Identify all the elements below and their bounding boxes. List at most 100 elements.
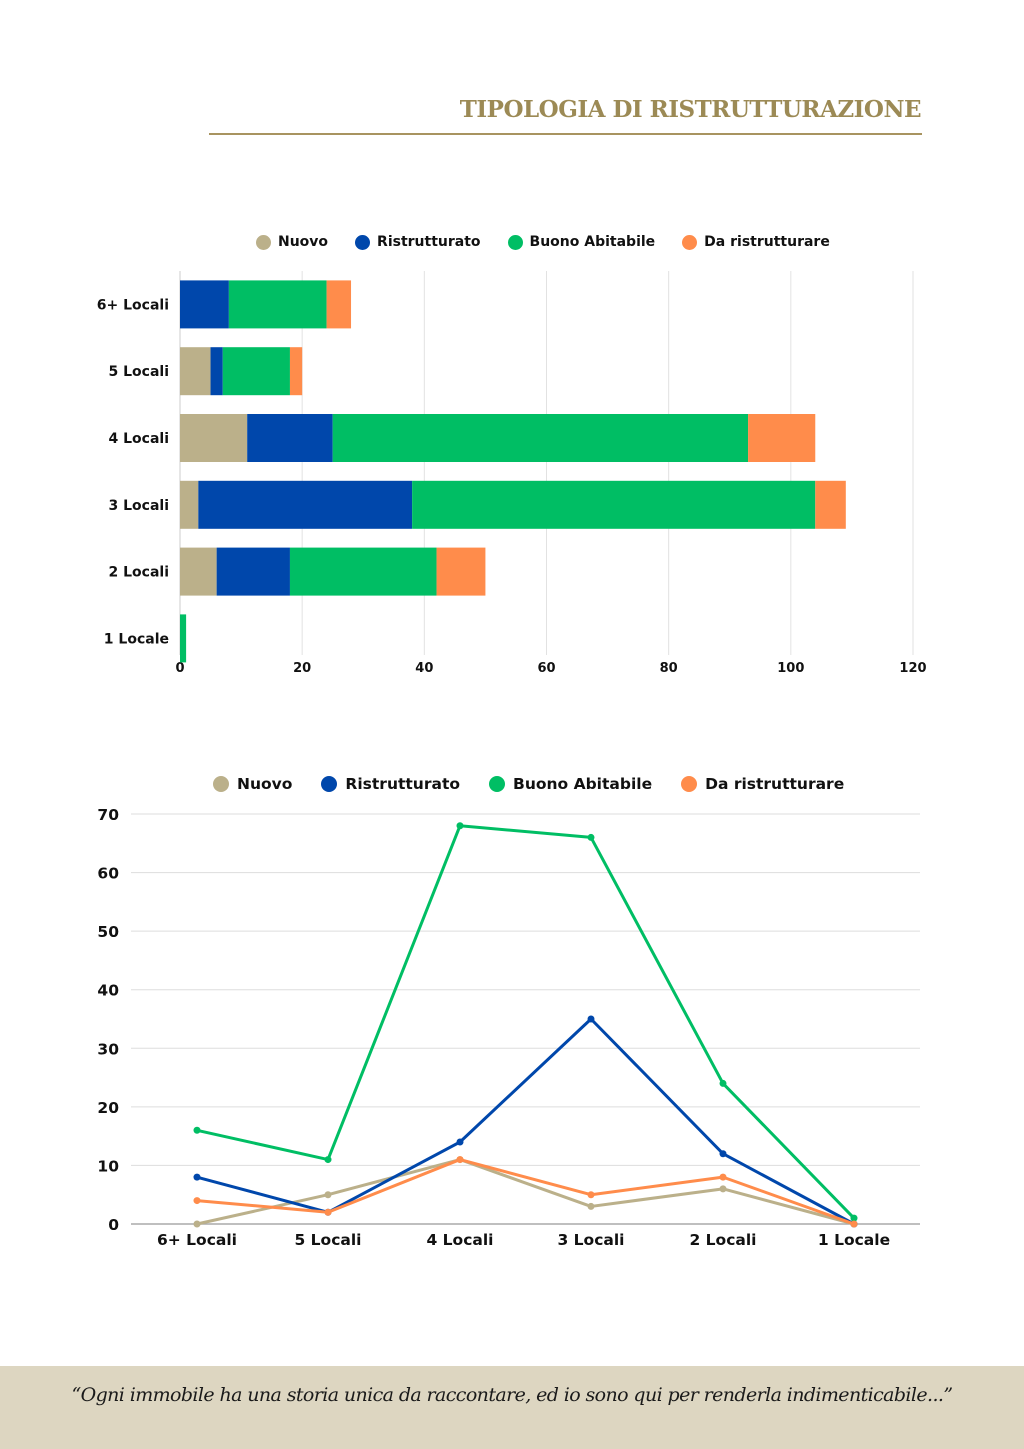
y-tick-label: 30	[97, 1040, 119, 1058]
y-tick-label: 40	[97, 982, 119, 1000]
legend-item-da-ristrutturare: Da ristrutturare	[682, 234, 830, 250]
y-tick-label: 0	[108, 1216, 119, 1234]
y-category-label: 3 Locali	[109, 498, 170, 514]
data-point-buono-abitabile	[587, 833, 595, 841]
legend-item-da-ristrutturare: Da ristrutturare	[681, 775, 844, 793]
bar-segment-buono-abitabile	[332, 414, 749, 462]
legend-label: Nuovo	[237, 775, 293, 793]
data-point-ristrutturato	[456, 1138, 464, 1146]
x-tick-label: 100	[777, 661, 804, 676]
y-category-label: 5 Locali	[109, 364, 170, 380]
legend-label: Da ristrutturare	[705, 775, 845, 793]
footer-band	[0, 1366, 1024, 1449]
series-line-da-ristrutturare	[196, 1158, 855, 1226]
legend-dot-nuovo	[213, 776, 229, 792]
y-tick-label: 10	[97, 1157, 119, 1175]
legend-dot-da-ristrutturare	[681, 776, 698, 792]
bar-segment-nuovo	[180, 414, 248, 462]
bar-segment-buono-abitabile	[222, 347, 290, 396]
data-point-buono-abitabile	[324, 1156, 332, 1164]
bar-segment-ristrutturato	[198, 480, 413, 529]
data-point-buono-abitabile	[193, 1126, 201, 1134]
y-category-label: 1 Locale	[104, 631, 169, 647]
y-category-label: 2 Locali	[109, 565, 170, 581]
data-point-da-ristrutturare	[587, 1191, 595, 1199]
x-category-label: 6+ Locali	[157, 1231, 237, 1249]
bar-segment-da-ristrutturare	[289, 347, 303, 396]
stacked-bar-chart: 0 20 40 60 80 100 120 6+ Locali 5 Locali 4 Locali…	[97, 271, 927, 676]
bar-segment-da-ristrutturare	[436, 547, 486, 596]
data-point-da-ristrutturare	[719, 1173, 727, 1181]
legend-label: Nuovo	[278, 234, 329, 250]
x-category-label: 1 Locale	[818, 1231, 890, 1249]
y-tick-label: 60	[97, 865, 119, 883]
bar-segment-ristrutturato	[247, 414, 333, 462]
bar-segment-ristrutturato	[216, 547, 290, 596]
y-tick-label: 50	[97, 923, 119, 941]
line-chart: 0 10 20 30 40 50 60 70 6+ Locali 5 Locali 4 Locali…	[97, 806, 920, 1249]
bar-segment-buono-abitabile	[412, 480, 816, 529]
legend-label: Buono Abitabile	[529, 234, 656, 250]
data-point-da-ristrutturare	[193, 1197, 201, 1205]
series-line-nuovo	[196, 1158, 855, 1226]
legend-label: Buono Abitabile	[513, 775, 653, 793]
legend-label: Da ristrutturare	[704, 234, 830, 250]
data-point-da-ristrutturare	[850, 1220, 858, 1228]
legend-label: Ristrutturato	[345, 775, 460, 793]
data-point-buono-abitabile	[719, 1079, 727, 1087]
legend-item-nuovo: Nuovo	[256, 234, 328, 250]
series-line-ristrutturato	[196, 1017, 855, 1226]
data-point-nuovo	[719, 1185, 727, 1193]
data-point-da-ristrutturare	[324, 1208, 332, 1216]
x-tick-label: 120	[899, 661, 926, 676]
page-title: TIPOLOGIA DI RISTRUTTURAZIONE	[459, 96, 922, 123]
bar-segment-da-ristrutturare	[326, 280, 352, 329]
data-point-ristrutturato	[193, 1173, 201, 1181]
legend-dot-nuovo	[256, 234, 271, 250]
bar-chart-legend: Nuovo Ristrutturato Buono Abitabile Da r…	[256, 234, 857, 250]
legend-label: Ristrutturato	[377, 234, 481, 250]
bar-segment-nuovo	[180, 547, 217, 596]
x-category-label: 5 Locali	[295, 1231, 362, 1249]
title-divider	[209, 133, 922, 135]
data-point-ristrutturato	[719, 1150, 727, 1158]
data-point-nuovo	[587, 1202, 595, 1210]
x-category-label: 3 Locali	[558, 1231, 625, 1249]
legend-item-buono-abitabile: Buono Abitabile	[507, 234, 656, 250]
x-tick-label: 80	[660, 661, 678, 676]
legend-dot-ristrutturato	[321, 776, 338, 792]
legend-item-buono-abitabile: Buono Abitabile	[489, 775, 652, 793]
y-category-label: 4 Locali	[109, 431, 170, 447]
y-tick-label: 20	[97, 1099, 119, 1117]
legend-dot-da-ristrutturare	[682, 234, 698, 250]
bar-segment-da-ristrutturare	[815, 480, 846, 529]
legend-dot-ristrutturato	[355, 234, 371, 250]
legend-dot-buono-abitabile	[507, 234, 523, 250]
bar-segment-buono-abitabile	[180, 614, 187, 663]
data-point-da-ristrutturare	[456, 1156, 464, 1164]
bar-segment-da-ristrutturare	[748, 414, 816, 462]
x-tick-label: 40	[415, 661, 433, 676]
bar-segment-nuovo	[180, 480, 199, 529]
bar-segment-ristrutturato	[180, 280, 229, 329]
x-category-label: 2 Locali	[690, 1231, 757, 1249]
bar-segment-buono-abitabile	[289, 547, 437, 596]
data-point-buono-abitabile	[456, 822, 464, 830]
x-tick-label: 20	[293, 661, 311, 676]
bar-segment-ristrutturato	[210, 347, 223, 396]
x-tick-label: 0	[175, 661, 184, 676]
line-chart-legend: Nuovo Ristrutturato Buono Abitabile Da r…	[213, 775, 873, 793]
legend-item-ristrutturato: Ristrutturato	[355, 234, 481, 250]
y-tick-label: 70	[97, 806, 119, 824]
data-point-nuovo	[324, 1191, 332, 1199]
footer-quote: “Ogni immobile ha una storia unica da ra…	[71, 1384, 954, 1406]
data-point-buono-abitabile	[850, 1214, 858, 1222]
data-point-nuovo	[193, 1220, 201, 1228]
legend-item-nuovo: Nuovo	[213, 775, 292, 793]
data-point-ristrutturato	[587, 1015, 595, 1023]
bar-segment-buono-abitabile	[228, 280, 327, 329]
x-tick-label: 60	[537, 661, 555, 676]
legend-item-ristrutturato: Ristrutturato	[321, 775, 460, 793]
series-line-buono-abitabile	[196, 824, 856, 1220]
x-category-label: 4 Locali	[427, 1231, 494, 1249]
